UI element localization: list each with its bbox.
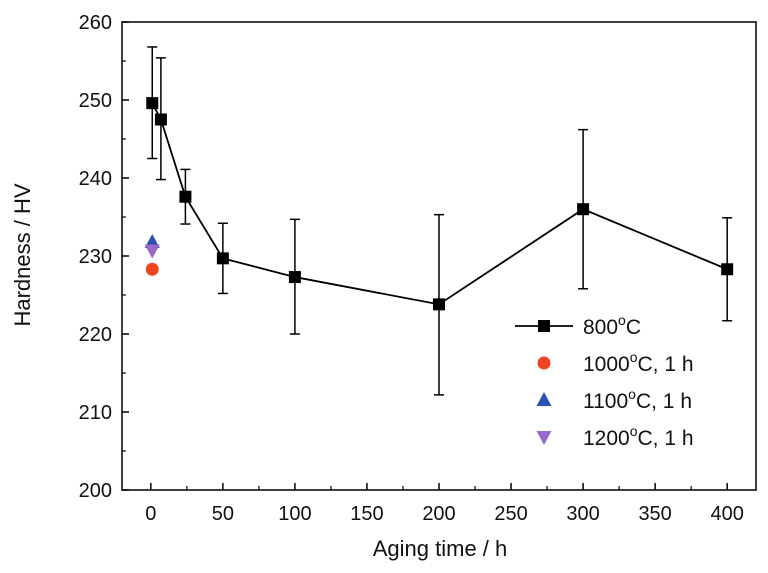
legend-marker [537,356,551,370]
data-point [721,263,734,276]
legend-entry-0: 800oC [515,312,641,339]
legend-entry-3: 1200oC, 1 h [536,423,694,450]
data-point [577,203,590,216]
series-0 [146,46,734,396]
x-tick-label: 350 [638,503,671,525]
legend: 800oC 1000oC, 1 h 1100oC, 1 h 1200oC, 1 h [515,312,694,450]
y-tick-label: 200 [79,480,112,502]
x-tick-label: 0 [145,503,156,525]
data-point [144,244,160,259]
data-point [146,97,159,110]
x-tick-label: 50 [212,503,234,525]
x-tick-label: 400 [710,503,743,525]
x-tick-label: 250 [494,503,527,525]
x-axis-title: Aging time / h [373,536,508,561]
series-2 [144,233,160,248]
legend-marker [536,392,552,406]
y-tick-label: 220 [79,324,112,346]
x-tick-label: 150 [350,503,383,525]
series-line [151,102,728,306]
legend-marker [538,320,550,332]
series-3 [144,244,160,259]
legend-label: 1100oC, 1 h [583,386,692,413]
data-point [179,190,192,203]
data-point [144,233,160,248]
data-point [154,113,167,126]
legend-label: 800oC [583,312,641,339]
legend-marker [536,431,552,445]
series-1 [145,262,159,276]
legend-label: 1000oC, 1 h [583,349,694,376]
y-tick-label: 210 [79,402,112,424]
data-point [216,252,229,265]
y-axis-title: Hardness / HV [10,183,35,326]
plot-data [144,46,734,396]
data-point [288,271,301,284]
data-point [433,298,445,311]
x-tick-label: 200 [422,503,455,525]
legend-entry-1: 1000oC, 1 h [537,349,694,376]
axes: 0 50 100 150 200 250 300 350 400 200 210 220 230 240 2… [79,12,757,525]
legend-label: 1200oC, 1 h [583,423,694,450]
x-tick-label: 100 [278,503,311,525]
data-point [145,262,159,276]
y-tick-label: 260 [79,12,112,34]
y-tick-label: 240 [79,168,112,190]
x-tick-label: 300 [566,503,599,525]
legend-entry-2: 1100oC, 1 h [536,386,692,413]
y-tick-label: 250 [79,90,112,112]
y-tick-label: 230 [79,246,112,268]
